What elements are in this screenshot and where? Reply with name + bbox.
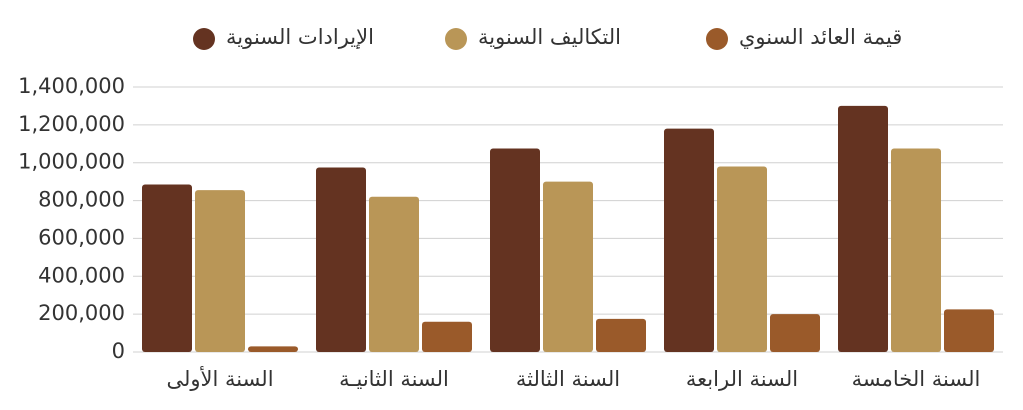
bar xyxy=(717,166,767,352)
bar xyxy=(664,128,714,352)
x-tick-label: السنة الأولى xyxy=(166,366,273,391)
bar xyxy=(770,314,820,352)
bar xyxy=(490,148,540,352)
bar xyxy=(838,105,888,352)
legend-marker xyxy=(193,28,215,50)
bar xyxy=(142,184,192,352)
y-tick-label: 400,000 xyxy=(38,263,125,287)
x-tick-label: السنة الرابعة xyxy=(686,367,798,391)
x-tick-label: السنة الثانيـة xyxy=(339,367,449,391)
bar xyxy=(369,196,419,352)
legend-marker xyxy=(706,28,728,50)
y-tick-label: 1,000,000 xyxy=(18,150,125,174)
bar xyxy=(944,309,994,352)
x-tick-label: السنة الثالثة xyxy=(516,367,620,391)
legend-marker xyxy=(445,28,467,50)
bar xyxy=(422,321,472,352)
y-tick-label: 600,000 xyxy=(38,225,125,249)
y-tick-label: 1,200,000 xyxy=(18,112,125,136)
legend-label: التكاليف السنوية xyxy=(478,25,621,49)
bar xyxy=(596,318,646,352)
y-tick-label: 0 xyxy=(112,339,125,363)
bar xyxy=(543,181,593,352)
bar xyxy=(248,346,298,352)
bar xyxy=(195,190,245,352)
y-tick-label: 200,000 xyxy=(38,301,125,325)
x-tick-label: السنة الخامسة xyxy=(852,367,981,391)
y-tick-label: 800,000 xyxy=(38,188,125,212)
bar xyxy=(316,167,366,352)
legend-label: الإيرادات السنوية xyxy=(226,25,374,49)
bar xyxy=(891,148,941,352)
y-tick-label: 1,400,000 xyxy=(18,74,125,98)
legend-label: قيمة العائد السنوي xyxy=(739,25,902,49)
